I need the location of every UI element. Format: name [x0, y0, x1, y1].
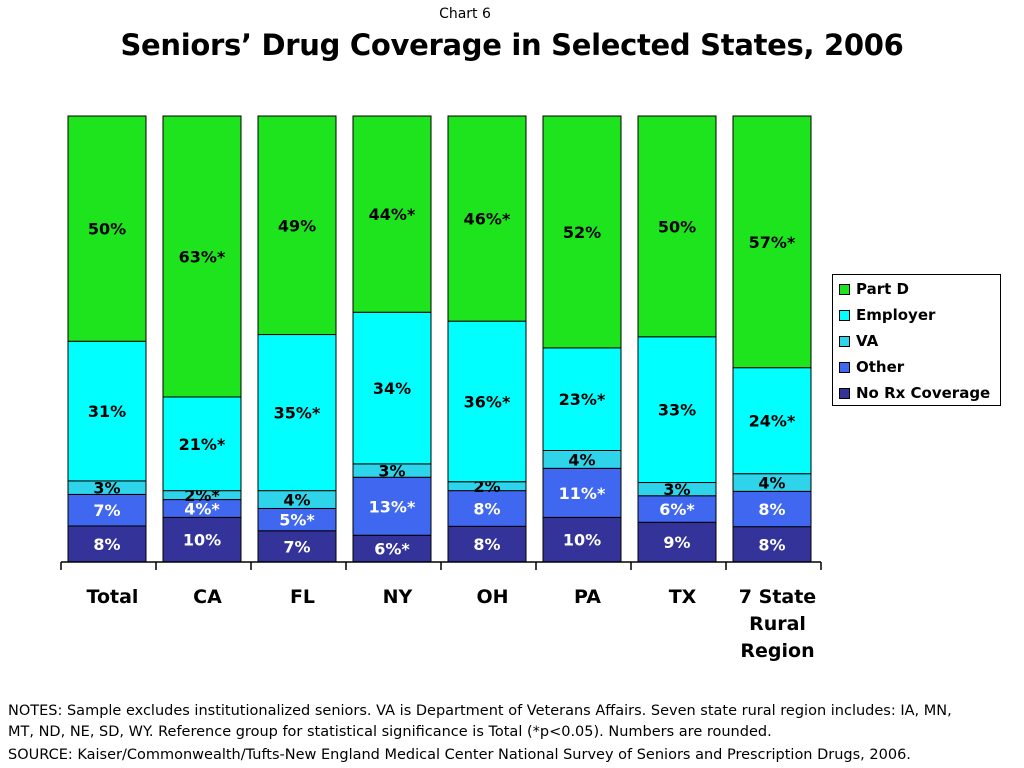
category-label: Total	[87, 586, 139, 608]
bar-segment	[447, 115, 527, 322]
notes-line-1: NOTES: Sample excludes institutionalized…	[8, 703, 952, 719]
data-label: 8%	[758, 535, 785, 554]
data-label: 31%	[88, 402, 126, 421]
data-label: 4%	[568, 450, 595, 469]
data-label: 50%	[658, 217, 696, 236]
source-note: SOURCE: Kaiser/Commonwealth/Tufts-New En…	[8, 747, 911, 763]
bar-segment	[542, 347, 622, 452]
data-label: 3%	[93, 479, 120, 498]
legend-item: Employer	[839, 305, 935, 325]
data-label: 21%*	[179, 435, 226, 454]
data-label: 49%	[278, 216, 316, 235]
data-label: 46%*	[464, 210, 511, 229]
data-label: 33%	[658, 401, 696, 420]
bar-segment	[732, 367, 812, 475]
bar-segment	[637, 336, 717, 484]
legend-label: VA	[856, 332, 879, 350]
data-label: 57%*	[749, 233, 796, 252]
legend-item: Other	[839, 357, 904, 377]
bar-segment	[67, 115, 147, 342]
bar-segment	[162, 115, 242, 398]
data-label: 35%*	[274, 404, 321, 423]
category-label: Region	[740, 640, 814, 662]
data-label: 44%*	[369, 205, 416, 224]
legend-label: No Rx Coverage	[856, 384, 991, 402]
data-label: 24%*	[749, 412, 796, 431]
bar-segment	[637, 495, 717, 523]
legend-item: Part D	[839, 279, 909, 299]
data-label: 3%	[378, 462, 405, 481]
bar-segment	[732, 526, 812, 563]
data-label: 8%	[93, 535, 120, 554]
legend-swatch	[839, 387, 850, 399]
legend-item: VA	[839, 331, 878, 351]
data-label: 8%	[473, 535, 500, 554]
legend-label: Other	[856, 358, 905, 376]
data-label: 8%	[473, 499, 500, 518]
legend-swatch	[839, 283, 850, 295]
bar-segment	[257, 530, 337, 563]
category-label: CA	[193, 586, 222, 608]
data-label: 4%*	[184, 499, 220, 518]
data-label: 10%	[183, 531, 221, 550]
data-label: 4%	[758, 474, 785, 493]
chart-label: Chart 6	[439, 6, 491, 22]
data-label: 8%	[758, 500, 785, 519]
data-label: 5%*	[279, 511, 315, 530]
data-label: 7%	[283, 537, 310, 556]
bar-segment	[732, 115, 812, 369]
bar-segment	[637, 115, 717, 338]
legend-swatch	[839, 309, 850, 321]
bar-segment	[732, 490, 812, 528]
notes: NOTES: Sample excludes institutionalized…	[8, 701, 1018, 743]
bar-segment	[67, 340, 147, 482]
data-label: 52%	[563, 223, 601, 242]
bar-segment	[352, 476, 432, 536]
legend-swatch	[839, 361, 850, 373]
bar-segment	[67, 525, 147, 563]
data-label: 23%*	[559, 390, 606, 409]
bar-segment	[542, 115, 622, 349]
bar-segment	[447, 525, 527, 563]
category-label: NY	[383, 586, 413, 608]
legend-label: Part D	[856, 280, 909, 298]
category-label: PA	[574, 586, 601, 608]
data-label: 34%	[373, 379, 411, 398]
data-label: 36%*	[464, 392, 511, 411]
data-label: 7%	[93, 501, 120, 520]
chart-legend: Part D Employer VA Other No Rx Coverage	[832, 274, 1001, 406]
bar-segment	[542, 516, 622, 563]
bar-segment	[447, 490, 527, 527]
bar-segment	[257, 334, 337, 492]
bar-segment	[352, 311, 432, 465]
data-label: 10%	[563, 531, 601, 550]
category-label: FL	[290, 586, 315, 608]
legend-item: No Rx Coverage	[839, 383, 990, 403]
category-label: OH	[476, 586, 508, 608]
data-label: 11%*	[559, 484, 606, 503]
category-label: 7 State	[739, 586, 816, 608]
bar-segment	[67, 493, 147, 527]
bar-segment	[162, 396, 242, 492]
bar-segment	[352, 115, 432, 313]
category-label: Rural	[749, 613, 806, 635]
data-label: 6%*	[659, 500, 695, 519]
legend-swatch	[839, 335, 850, 347]
legend-label: Employer	[856, 306, 936, 324]
data-label: 13%*	[369, 497, 416, 516]
bar-segment	[257, 115, 337, 336]
data-label: 6%*	[374, 540, 410, 559]
chart-title: Seniors’ Drug Coverage in Selected State…	[120, 28, 904, 62]
data-label: 50%	[88, 220, 126, 239]
category-label: TX	[669, 586, 697, 608]
stacked-bar-chart: 8%7%3%31%50%Total10%4%*2%*21%*63%*CA7%5%…	[60, 115, 822, 662]
data-label: 4%	[283, 491, 310, 510]
data-label: 3%	[663, 480, 690, 499]
notes-line-2: MT, ND, NE, SD, WY. Reference group for …	[8, 724, 772, 740]
data-label: 9%	[663, 533, 690, 552]
bar-segment	[447, 320, 527, 483]
data-label: 63%*	[179, 247, 226, 266]
